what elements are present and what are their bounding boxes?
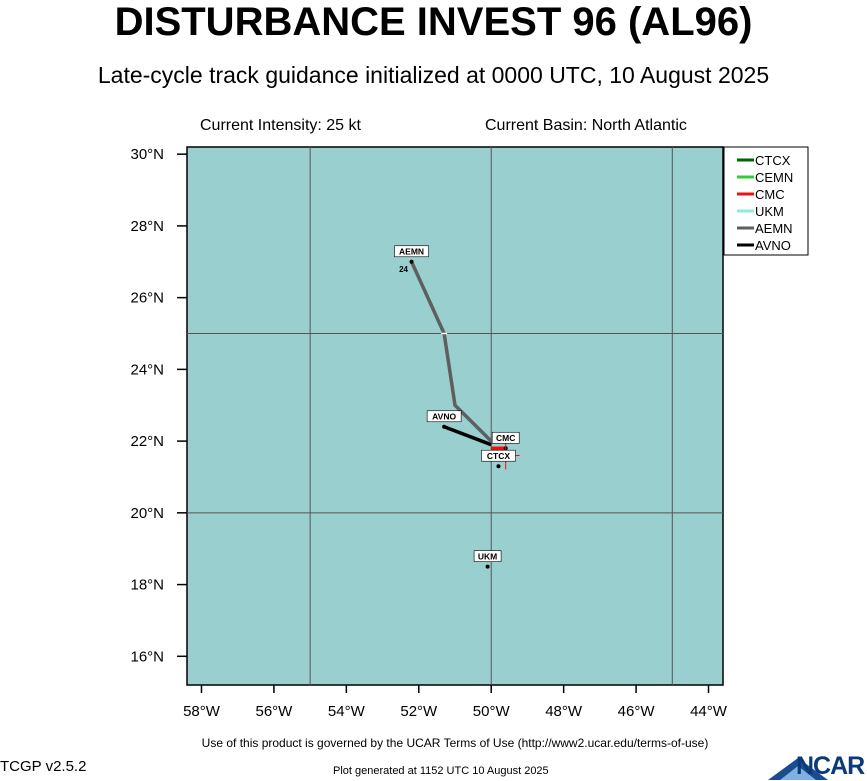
- legend-label-ctcx: CTCX: [755, 153, 791, 168]
- axis-ticks: 58°W 56°W 54°W 52°W 50°W 48°W 46°W 44°W 16°N 18°N…: [130, 146, 727, 720]
- page-title: DISTURBANCE INVEST 96 (AL96): [114, 0, 753, 44]
- model-label-box: [426, 410, 462, 423]
- endpoint-avno: [442, 424, 447, 429]
- model-label-ctcx: CTCX: [487, 451, 510, 461]
- x-tick-label: 58°W: [183, 703, 221, 720]
- x-tick-label: 46°W: [618, 703, 656, 720]
- model-label-box: [491, 431, 520, 444]
- legend-label-cmc: CMC: [755, 187, 785, 202]
- model-label-aemn: AEMN: [399, 247, 424, 257]
- y-tick-label: 16°N: [130, 648, 164, 665]
- y-tick-label: 24°N: [130, 361, 164, 378]
- x-tick-label: 56°W: [255, 703, 293, 720]
- grid-lines: [187, 147, 723, 685]
- y-tick-label: 20°N: [130, 505, 164, 522]
- model-label-ukm: UKM: [478, 551, 497, 561]
- model-label-cmc: CMC: [496, 433, 515, 443]
- track-avno: [443, 425, 492, 447]
- legend-label-cemn: CEMN: [755, 170, 793, 185]
- endpoint-aemn: [409, 259, 414, 264]
- x-tick-label: 48°W: [545, 703, 583, 720]
- model-label-box: [481, 449, 516, 462]
- legend-label-avno: AVNO: [755, 238, 791, 253]
- version-label: TCGP v2.5.2: [0, 758, 87, 775]
- y-tick-label: 18°N: [130, 577, 164, 594]
- y-tick-label: 26°N: [130, 290, 164, 307]
- terms-of-use: Use of this product is governed by the U…: [201, 736, 709, 750]
- generated-timestamp: Plot generated at 1152 UTC 10 August 202…: [333, 765, 549, 777]
- x-tick-label: 44°W: [690, 703, 728, 720]
- x-tick-label: 50°W: [473, 703, 511, 720]
- track-chart: 58°W 56°W 54°W 52°W 50°W 48°W 46°W 44°W 16°N 18°N…: [130, 146, 809, 720]
- point-ctcx: [496, 464, 501, 469]
- model-label-avno: AVNO: [432, 412, 456, 422]
- x-tick-label: 54°W: [328, 703, 366, 720]
- model-label-box: [473, 550, 502, 562]
- ncar-logo-text: NCAR: [796, 752, 865, 780]
- model-labels: AEMN 24 AVNO CMC CTCX UKM: [394, 245, 520, 562]
- legend-label-ukm: UKM: [755, 204, 784, 219]
- legend-label-aemn: AEMN: [755, 221, 793, 236]
- y-tick-label: 28°N: [130, 218, 164, 235]
- y-tick-label: 22°N: [130, 433, 164, 450]
- point-ukm: [485, 564, 490, 569]
- model-label-box: [394, 245, 429, 258]
- forecast-hour-label: 24: [399, 265, 408, 274]
- current-intensity: Current Intensity: 25 kt: [200, 117, 361, 134]
- ncar-logo-icon: [768, 758, 828, 780]
- track-aemn: [409, 261, 493, 443]
- page-subtitle: Late-cycle track guidance initialized at…: [97, 62, 770, 88]
- x-tick-label: 52°W: [400, 703, 438, 720]
- current-basin: Current Basin: North Atlantic: [485, 117, 687, 134]
- y-tick-label: 30°N: [130, 146, 164, 163]
- legend: CTCX CEMN CMC UKM AEMN AVNO: [723, 146, 809, 256]
- legend-box: [723, 146, 809, 256]
